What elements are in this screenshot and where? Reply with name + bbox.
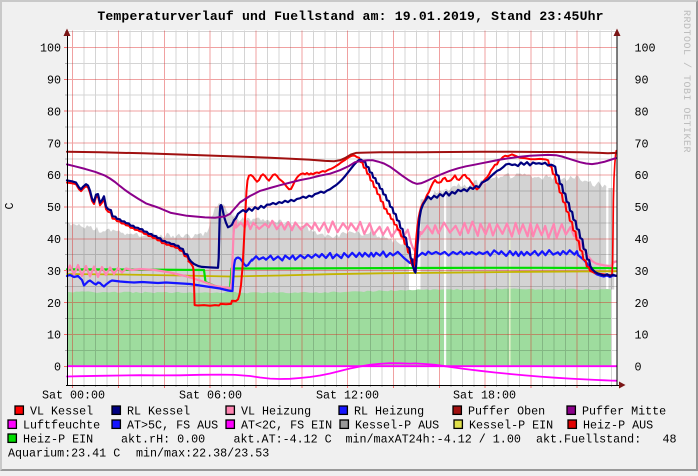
svg-text:10: 10 [635, 329, 649, 343]
svg-text:Temperaturverlauf und Fuellsta: Temperaturverlauf und Fuellstand am: 19.… [97, 9, 603, 24]
svg-text:Sat 18:00: Sat 18:00 [453, 389, 516, 403]
svg-text:RL Kessel: RL Kessel [127, 405, 190, 419]
svg-text:Kessel-P AUS: Kessel-P AUS [355, 419, 439, 433]
svg-text:80: 80 [47, 105, 61, 119]
svg-text:VL Kessel: VL Kessel [30, 405, 93, 419]
svg-text:Aquarium:23.41 C: Aquarium:23.41 C [8, 447, 120, 461]
svg-text:Sat 06:00: Sat 06:00 [179, 389, 242, 403]
svg-text:80: 80 [635, 105, 649, 119]
svg-text:Sat 00:00: Sat 00:00 [42, 389, 105, 403]
svg-text:0: 0 [635, 361, 642, 375]
svg-text:Puffer Oben: Puffer Oben [468, 405, 545, 419]
svg-text:AT<2C, FS EIN: AT<2C, FS EIN [241, 419, 332, 433]
svg-text:min/maxAT24h:-4.12 / 1.00: min/maxAT24h:-4.12 / 1.00 [346, 433, 521, 447]
svg-text:min/max:22.38/23.53: min/max:22.38/23.53 [136, 447, 269, 461]
svg-text:AT>5C, FS AUS: AT>5C, FS AUS [127, 419, 218, 433]
svg-text:50: 50 [635, 201, 649, 215]
svg-text:90: 90 [635, 73, 649, 87]
svg-text:20: 20 [47, 297, 61, 311]
svg-text:40: 40 [635, 233, 649, 247]
svg-text:Heiz-P EIN: Heiz-P EIN [23, 433, 93, 447]
svg-text:akt.Fuellstand:: akt.Fuellstand: [536, 433, 641, 447]
svg-text:70: 70 [47, 137, 61, 151]
svg-text:C: C [3, 202, 17, 209]
svg-text:Kessel-P EIN: Kessel-P EIN [469, 419, 553, 433]
svg-text:Luftfeuchte: Luftfeuchte [23, 419, 100, 433]
svg-text:RL Heizung: RL Heizung [354, 405, 424, 419]
svg-text:RRDTOOL / TOBI OETIKER: RRDTOOL / TOBI OETIKER [680, 10, 692, 153]
svg-text:100: 100 [40, 42, 61, 56]
svg-text:30: 30 [635, 265, 649, 279]
svg-text:40: 40 [47, 233, 61, 247]
svg-text:Puffer Mitte: Puffer Mitte [582, 405, 666, 419]
svg-text:10: 10 [47, 329, 61, 343]
svg-text:akt.rH: 0.00: akt.rH: 0.00 [121, 433, 205, 447]
svg-text:90: 90 [47, 73, 61, 87]
svg-text:Heiz-P AUS: Heiz-P AUS [583, 419, 653, 433]
svg-text:20: 20 [635, 297, 649, 311]
svg-text:48: 48 [663, 433, 677, 447]
svg-text:100: 100 [635, 42, 656, 56]
svg-text:60: 60 [47, 169, 61, 183]
svg-text:30: 30 [47, 265, 61, 279]
svg-text:50: 50 [47, 201, 61, 215]
svg-text:60: 60 [635, 169, 649, 183]
svg-text:Sat 12:00: Sat 12:00 [316, 389, 379, 403]
svg-text:70: 70 [635, 137, 649, 151]
svg-text:VL Heizung: VL Heizung [241, 405, 311, 419]
svg-text:akt.AT:-4.12 C: akt.AT:-4.12 C [234, 433, 332, 447]
svg-text:0: 0 [54, 361, 61, 375]
